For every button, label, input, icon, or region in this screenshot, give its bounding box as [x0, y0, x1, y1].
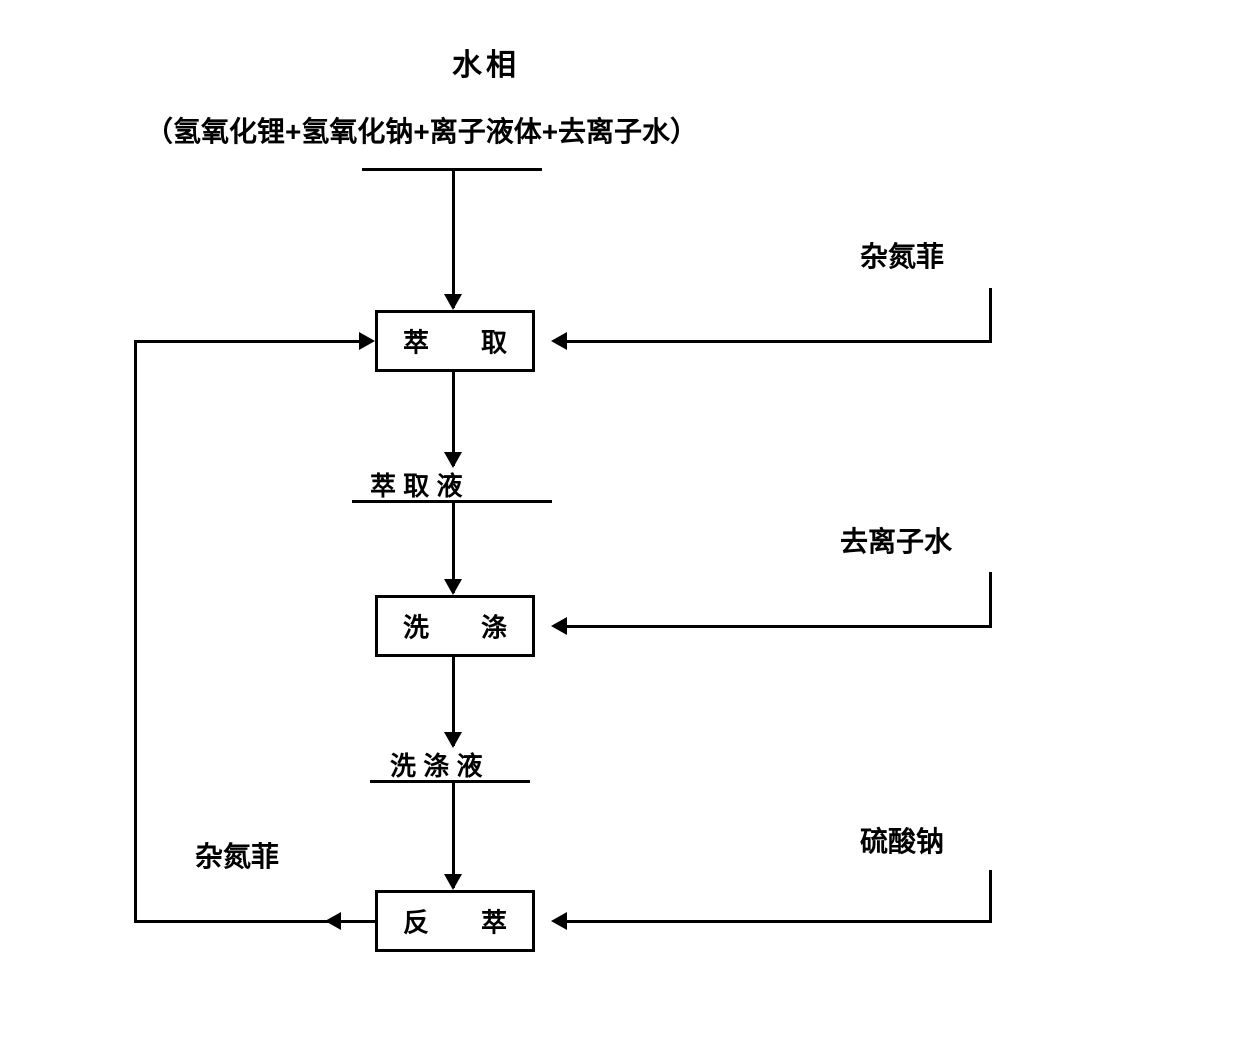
node-wash-label: 洗 涤: [378, 608, 532, 645]
edge-title-to-extract: [452, 168, 455, 308]
input-3-arrowhead: [551, 912, 567, 930]
node-extract-liquid: 萃 取 液: [370, 466, 462, 503]
recycle-top-h: [135, 340, 361, 343]
node-strip: 反 萃: [375, 890, 535, 952]
node-wash: 洗 涤: [375, 595, 535, 657]
node-strip-label: 反 萃: [378, 903, 532, 940]
input-1-hline: [565, 340, 992, 343]
input-2-hline: [565, 625, 992, 628]
input-3-label: 硫酸钠: [860, 820, 944, 860]
arrowhead-into-strip: [444, 874, 462, 890]
wash-liquid-underline: [370, 780, 530, 783]
title-line1: 水相: [452, 40, 520, 84]
recycle-in-arrowhead: [359, 332, 375, 350]
input-2-label: 去离子水: [840, 520, 952, 560]
input-3-vline: [989, 870, 992, 922]
recycle-label: 杂氮菲: [195, 835, 279, 875]
recycle-out-arrowhead: [325, 912, 341, 930]
edge-washliq-to-strip: [452, 780, 455, 888]
node-wash-liquid: 洗 涤 液: [390, 746, 482, 783]
input-2-vline: [989, 572, 992, 627]
arrowhead-into-wash: [444, 579, 462, 595]
node-extract-label: 萃 取: [378, 323, 532, 360]
input-2-arrowhead: [551, 617, 567, 635]
input-1-vline: [989, 288, 992, 342]
flowchart-stage: 水相 （氢氧化锂+氢氧化钠+离子液体+去离子水） 萃 取 杂氮菲 萃 取 液 洗…: [0, 0, 1240, 1058]
input-1-label: 杂氮菲: [860, 235, 944, 275]
input-3-hline: [565, 920, 992, 923]
title-line2: （氢氧化锂+氢氧化钠+离子液体+去离子水）: [145, 110, 698, 150]
node-extract: 萃 取: [375, 310, 535, 372]
arrowhead-into-extract: [444, 294, 462, 310]
input-1-arrowhead: [551, 332, 567, 350]
recycle-left-v: [134, 340, 137, 923]
